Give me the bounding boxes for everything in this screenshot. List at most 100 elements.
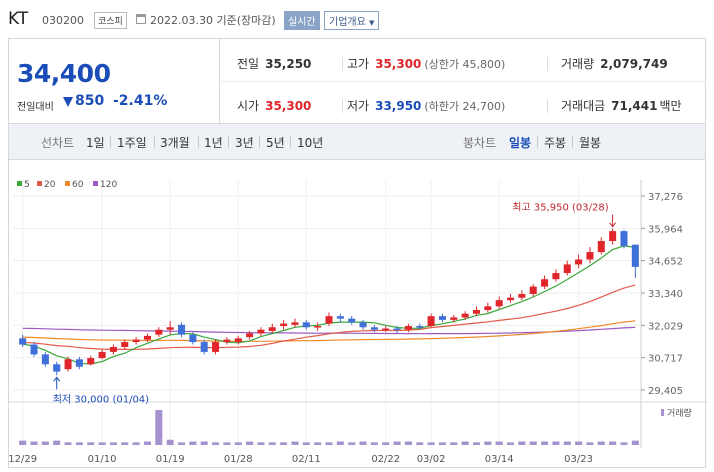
period-1y[interactable]: 1년 <box>204 136 223 150</box>
volume-bar <box>586 442 594 445</box>
stat-amount-label: 거래대금 <box>561 99 606 113</box>
stat-divider <box>342 99 343 113</box>
volume-bar <box>597 441 605 445</box>
candlestick-chart: 37,276 35,964 34,652 33,340 32,029 30,717 29,4… <box>8 160 707 468</box>
volume-bar <box>121 442 129 445</box>
volume-bar <box>87 442 95 445</box>
period-3m[interactable]: 3개월 <box>160 136 190 150</box>
change-label: 전일대비 <box>17 102 54 113</box>
market-badge: 코스피 <box>94 12 127 29</box>
ma120-line <box>22 326 636 335</box>
volume-bar <box>325 442 333 445</box>
stat-high-label: 고가 <box>347 57 370 71</box>
volume-bar <box>393 441 401 445</box>
stat-volume-value: 2,079,749 <box>600 57 668 71</box>
stat-amount-unit: 백만 <box>659 99 682 113</box>
candle-body <box>620 231 628 246</box>
candle-body <box>518 293 526 298</box>
stat-prev-value: 35,250 <box>265 57 312 71</box>
candle-weekly[interactable]: 주봉 <box>544 136 567 150</box>
candle-body <box>404 326 412 330</box>
candle-chart-label: 봉차트 <box>463 136 497 150</box>
stat-divider <box>547 99 548 113</box>
volume-bar <box>370 442 378 445</box>
candle-body <box>41 354 49 365</box>
candle-body <box>246 333 254 338</box>
candle-body <box>314 326 322 328</box>
volume-bar <box>427 442 435 445</box>
change-value: 850 <box>75 93 105 109</box>
candle-body <box>155 329 163 335</box>
y-tick-label: 32,029 <box>648 321 683 332</box>
candle-body <box>438 316 446 320</box>
candle-body <box>234 338 242 343</box>
stat-high: 고가 35,300 (상한가 45,800) <box>347 55 505 72</box>
volume-bar <box>575 441 583 445</box>
volume-bar <box>257 442 265 445</box>
stat-volume-label: 거래량 <box>561 57 595 71</box>
company-info-dropdown[interactable]: 기업개요 ▼ <box>324 11 380 30</box>
volume-bar <box>41 441 49 445</box>
volume-bar <box>246 441 254 445</box>
volume-bar <box>212 442 220 445</box>
candle-body <box>30 344 38 355</box>
candle-body <box>53 364 61 372</box>
volume-bar <box>302 442 310 445</box>
down-arrow-icon <box>63 97 73 107</box>
volume-bar <box>495 441 503 445</box>
x-tick-label: 01/19 <box>156 454 185 465</box>
candle-body <box>507 297 515 301</box>
candle-body <box>575 259 583 265</box>
candle-body <box>370 327 378 330</box>
live-button[interactable]: 실시간 <box>284 11 320 30</box>
stat-volume: 거래량 2,079,749 <box>561 55 668 72</box>
stat-prev: 전일 35,250 <box>237 55 311 72</box>
y-tick-label: 35,964 <box>648 224 683 235</box>
low-annotation: 최저 30,000 (01/04) <box>53 393 149 405</box>
candle-daily[interactable]: 일봉 <box>509 136 532 150</box>
stock-header: KT 030200 코스피 2022.03.30 기준(장마감) 실시간 기업개… <box>0 0 714 38</box>
period-3y[interactable]: 3년 <box>235 136 254 150</box>
current-price-box: 34,400 전일대비 850 -2.41% <box>9 39 220 123</box>
price-summary: 34,400 전일대비 850 -2.41% 전일 35,250 고가 35,300… <box>8 38 706 124</box>
period-divider <box>537 136 538 148</box>
volume-legend-label: 거래량 <box>667 407 692 419</box>
stat-amount: 거래대금 71,441 백만 <box>561 97 682 114</box>
period-toolbar: 선차트 1일 1주일 3개월 1년 3년 5년 10년 봉차트 일봉 주봉 월봉 <box>8 124 706 160</box>
volume-bar <box>75 442 83 445</box>
volume-bar <box>98 442 106 445</box>
stat-open-label: 시가 <box>237 99 260 113</box>
y-tick-label: 37,276 <box>648 192 683 203</box>
candle-body <box>291 322 299 325</box>
stat-divider <box>547 57 548 71</box>
volume-bar <box>620 442 628 445</box>
period-1w[interactable]: 1주일 <box>117 136 147 150</box>
candle-body <box>631 244 639 267</box>
candle-body <box>461 313 469 318</box>
y-tick-label: 34,652 <box>648 257 683 268</box>
period-5y[interactable]: 5년 <box>266 136 285 150</box>
stat-lower-limit: (하한가 24,700) <box>424 100 506 113</box>
x-tick-label: 03/02 <box>417 454 446 465</box>
candle-monthly[interactable]: 월봉 <box>579 136 602 150</box>
period-10y[interactable]: 10년 <box>297 136 324 150</box>
candle-body <box>484 306 492 311</box>
volume-bar <box>472 442 481 445</box>
stat-high-value: 35,300 <box>375 57 422 71</box>
current-price: 34,400 <box>17 59 111 88</box>
chevron-down-icon: ▼ <box>369 19 375 27</box>
candle-body <box>609 231 617 242</box>
candle-body <box>177 324 186 335</box>
period-divider <box>259 136 260 148</box>
volume-bar <box>631 440 639 445</box>
period-1d[interactable]: 1일 <box>86 136 105 150</box>
volume-bar <box>177 442 186 445</box>
candle-body <box>268 327 276 331</box>
calendar-icon <box>136 14 146 24</box>
volume-bar <box>166 439 174 445</box>
y-tick-label: 30,717 <box>648 354 683 365</box>
company-info-label: 기업개요 <box>329 17 366 28</box>
volume-bar <box>109 442 117 445</box>
candle-body <box>75 359 83 367</box>
volume-bar <box>189 441 197 445</box>
